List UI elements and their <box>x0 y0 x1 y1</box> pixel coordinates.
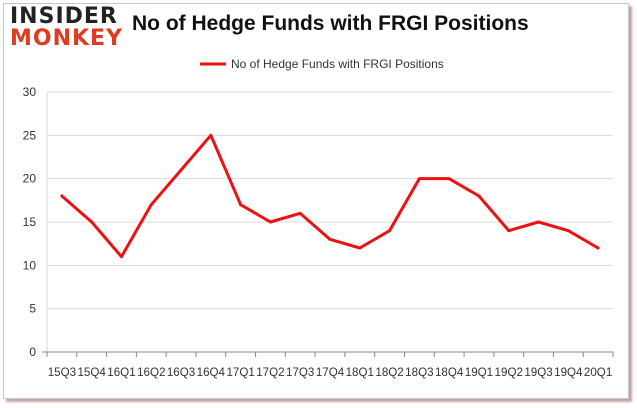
chart-title: No of Hedge Funds with FRGI Positions <box>132 12 529 35</box>
x-tick-label: 19Q1 <box>465 366 493 379</box>
data-point <box>298 211 302 215</box>
data-point <box>507 229 511 233</box>
y-tick-label: 25 <box>23 128 37 142</box>
x-tick-label: 17Q1 <box>226 366 254 379</box>
x-tick-label: 15Q3 <box>48 366 76 379</box>
series-group <box>60 133 600 259</box>
data-point <box>60 194 64 198</box>
x-tick-label: 20Q1 <box>584 366 612 379</box>
y-tick-label: 0 <box>29 345 36 359</box>
chart-frame <box>3 3 629 399</box>
y-axis-ticks: 0 5 10 15 20 25 30 <box>23 85 37 359</box>
x-tick-label: 18Q2 <box>375 366 403 379</box>
y-tick-label: 5 <box>29 302 36 316</box>
logo-line-1: INSIDER <box>10 4 118 29</box>
x-axis-ticks: 15Q3 15Q4 16Q1 16Q2 16Q3 16Q4 17Q1 17Q2 17Q3 17Q4… <box>46 352 614 379</box>
data-point <box>328 237 332 241</box>
data-point <box>477 194 481 198</box>
x-tick-label: 16Q2 <box>137 366 165 379</box>
x-tick-label: 18Q4 <box>435 366 464 379</box>
x-tick-label: 16Q1 <box>107 366 135 379</box>
data-point <box>239 203 243 207</box>
x-tick-label: 16Q3 <box>167 366 195 379</box>
y-tick-label: 30 <box>23 85 37 99</box>
data-point <box>90 220 94 224</box>
data-point <box>268 220 272 224</box>
y-tick-label: 10 <box>23 258 37 272</box>
legend-label: No of Hedge Funds with FRGI Positions <box>231 57 444 71</box>
y-tick-label: 20 <box>23 172 37 186</box>
x-tick-label: 17Q3 <box>286 366 314 379</box>
x-tick-label: 15Q4 <box>77 366 106 379</box>
data-point <box>119 255 123 259</box>
legend: No of Hedge Funds with FRGI Positions <box>200 57 444 71</box>
data-point <box>447 177 451 181</box>
data-point <box>417 177 421 181</box>
x-tick-label: 17Q4 <box>316 366 345 379</box>
x-tick-label: 17Q2 <box>256 366 284 379</box>
data-point <box>537 220 541 224</box>
y-tick-label: 15 <box>23 215 37 229</box>
data-point <box>388 229 392 233</box>
axes <box>42 92 613 353</box>
logo-line-2: MONKEY <box>10 26 124 51</box>
data-point <box>566 229 570 233</box>
insider-monkey-logo: INSIDER MONKEY <box>10 4 124 52</box>
x-tick-label: 19Q3 <box>524 366 552 379</box>
data-point <box>149 203 153 207</box>
x-tick-label: 19Q4 <box>554 366 583 379</box>
x-tick-label: 16Q4 <box>197 366 226 379</box>
x-tick-label: 19Q2 <box>495 366 523 379</box>
data-point <box>596 246 600 250</box>
data-point <box>179 168 183 172</box>
data-point <box>358 246 362 250</box>
x-tick-label: 18Q1 <box>346 366 374 379</box>
grid-lines <box>47 91 613 310</box>
data-point <box>209 133 213 137</box>
x-tick-label: 18Q3 <box>405 366 433 379</box>
